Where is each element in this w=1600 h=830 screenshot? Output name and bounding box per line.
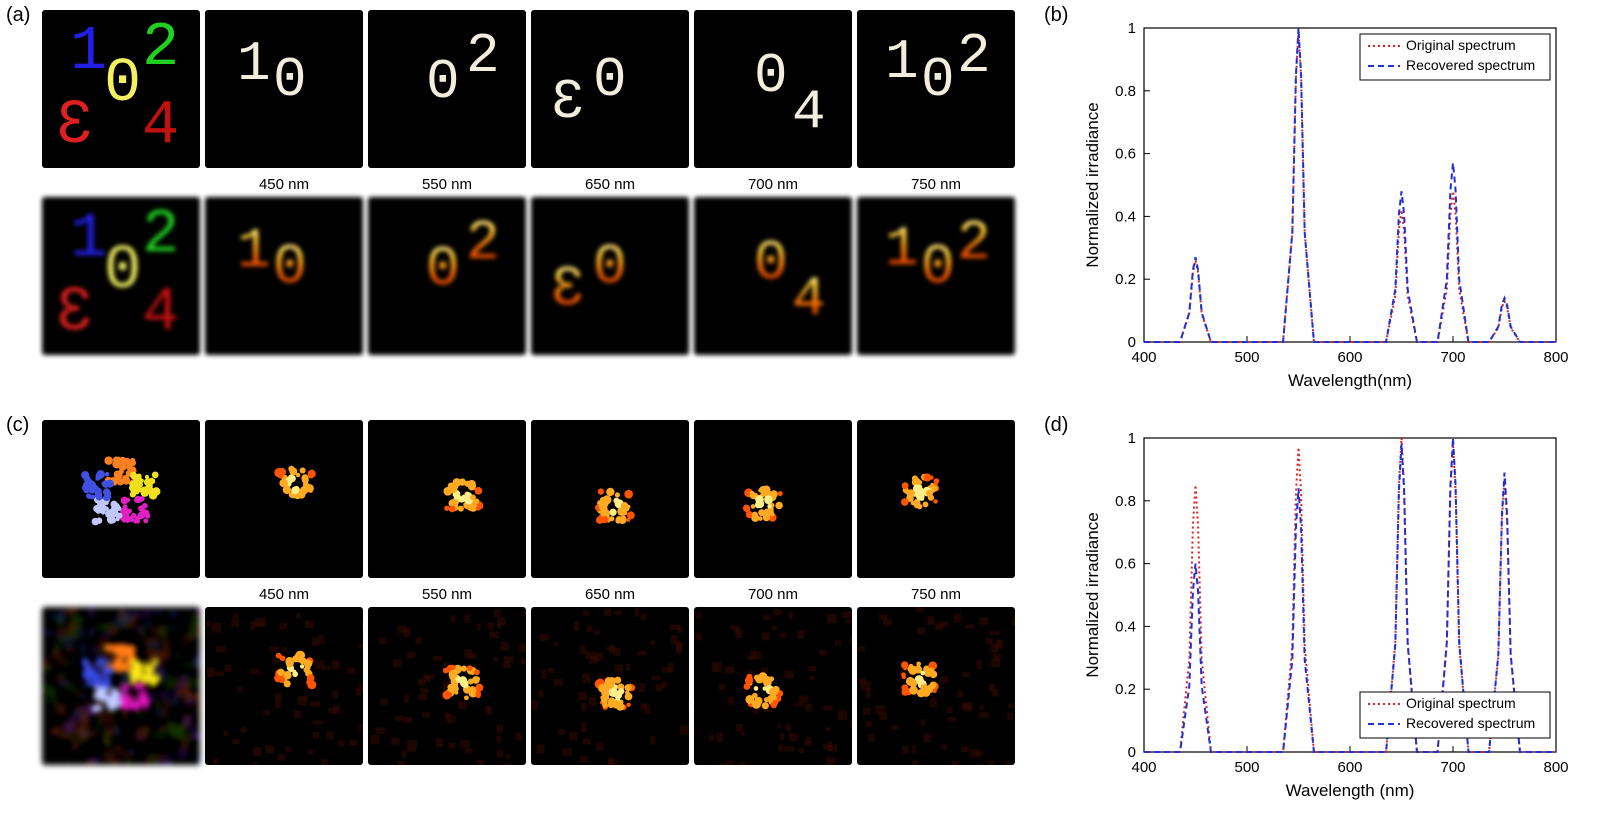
svg-text:500: 500 [1234,349,1259,366]
spectral-slice: 10 [205,10,363,168]
panel-b: 400 500 600 700 800 0 0.2 0.4 0.6 0.8 1 Wavelength(… [1080,14,1570,394]
panel-c-slices-recovered [205,607,1015,765]
composite-cluster-recovered [42,607,200,765]
panel-label-c: (c) [6,414,29,437]
panel-a-row-recovered: 12034 10023004102 [42,197,1015,355]
figure-root: (a) 12034 10023004102 450 nm550 nm650 nm… [0,0,1600,830]
panel-label-d: (d) [1044,414,1068,437]
wavelength-label: 650 nm [531,586,689,603]
panel-c-row-recovered [42,607,1015,765]
svg-text:600: 600 [1337,759,1362,776]
panel-c: 450 nm 550 nm 650 nm 700 nm 750 nm [42,420,1015,765]
svg-text:0: 0 [1128,744,1136,761]
panel-c-grid: 450 nm 550 nm 650 nm 700 nm 750 nm [42,420,1015,765]
spectral-slice: 02 [368,197,526,355]
panel-label-b: (b) [1044,4,1068,27]
panel-d: 400 500 600 700 800 0 0.2 0.4 0.6 0.8 1 Wavelength … [1080,424,1570,804]
spectral-slice [531,420,689,578]
composite-image-original: 12034 [42,10,200,168]
svg-text:1: 1 [1128,20,1136,37]
digit-1: 1 [70,203,107,274]
svg-text:0.4: 0.4 [1115,208,1136,225]
svg-text:1: 1 [1128,430,1136,447]
svg-text:Recovered spectrum: Recovered spectrum [1406,57,1535,73]
panel-a-grid: 12034 10023004102 450 nm550 nm650 nm700 … [42,10,1015,355]
svg-text:Original spectrum: Original spectrum [1406,695,1516,711]
svg-text:500: 500 [1234,759,1259,776]
spectral-slice: 30 [531,10,689,168]
svg-text:700: 700 [1440,349,1465,366]
spectral-slice: 30 [531,197,689,355]
svg-text:0.6: 0.6 [1115,146,1136,163]
wavelength-label: 550 nm [368,176,526,193]
digit-2: 2 [142,199,179,270]
spectral-slice: 04 [694,10,852,168]
spectral-slice [205,607,363,765]
digit-3: 3 [56,90,93,161]
digit-0: 0 [104,48,141,119]
panel-a-row-original: 12034 10023004102 [42,10,1015,168]
spectral-slice [694,420,852,578]
svg-text:Recovered spectrum: Recovered spectrum [1406,715,1535,731]
panel-a-slices-original: 10023004102 [205,10,1015,168]
wavelength-label: 650 nm [531,176,689,193]
svg-text:Normalized irradiance: Normalized irradiance [1083,102,1102,267]
spectral-slice: 02 [368,10,526,168]
wavelength-labels-a: 450 nm 550 nm 650 nm 700 nm 750 nm [42,176,1015,193]
composite-cluster-original [42,420,200,578]
wavelength-label: 750 nm [857,176,1015,193]
svg-text:700: 700 [1440,759,1465,776]
wavelength-label: 450 nm [205,586,363,603]
wavelength-label: 550 nm [368,586,526,603]
wavelength-label: 700 nm [694,586,852,603]
digit-2: 2 [142,12,179,83]
svg-text:600: 600 [1337,349,1362,366]
svg-text:Original spectrum: Original spectrum [1406,37,1516,53]
wavelength-label: 700 nm [694,176,852,193]
svg-text:400: 400 [1131,349,1156,366]
digit-0: 0 [104,235,141,306]
svg-text:0.2: 0.2 [1115,271,1136,288]
spectral-slice [857,420,1015,578]
svg-text:0.8: 0.8 [1115,493,1136,510]
chart-d: 400 500 600 700 800 0 0.2 0.4 0.6 0.8 1 Wavelength … [1080,424,1570,804]
spectral-slice: 102 [857,10,1015,168]
svg-text:Normalized irradiance: Normalized irradiance [1083,512,1102,677]
panel-c-slices-original [205,420,1015,578]
spectral-slice [857,607,1015,765]
panel-a: 12034 10023004102 450 nm550 nm650 nm700 … [42,10,1015,355]
svg-text:800: 800 [1543,759,1568,776]
svg-text:0.2: 0.2 [1115,681,1136,698]
svg-text:Wavelength (nm): Wavelength (nm) [1286,781,1415,800]
svg-text:800: 800 [1543,349,1568,366]
spectral-slice [368,607,526,765]
digit-3: 3 [56,277,93,348]
spectral-slice [205,420,363,578]
digit-1: 1 [70,16,107,87]
svg-text:400: 400 [1131,759,1156,776]
panel-a-slices-recovered: 10023004102 [205,197,1015,355]
panel-label-a: (a) [6,4,30,27]
wavelength-label: 450 nm [205,176,363,193]
svg-text:0.6: 0.6 [1115,556,1136,573]
chart-d-container: 400 500 600 700 800 0 0.2 0.4 0.6 0.8 1 Wavelength … [1080,424,1570,804]
spectral-slice: 10 [205,197,363,355]
spectral-slice [694,607,852,765]
wavelength-labels-c: 450 nm 550 nm 650 nm 700 nm 750 nm [42,586,1015,603]
svg-text:0.4: 0.4 [1115,618,1136,635]
panel-c-row-original [42,420,1015,578]
composite-image-recovered: 12034 [42,197,200,355]
digit-4: 4 [142,277,179,348]
chart-b: 400 500 600 700 800 0 0.2 0.4 0.6 0.8 1 Wavelength(… [1080,14,1570,394]
spectral-slice [368,420,526,578]
spectral-slice [531,607,689,765]
svg-text:0.8: 0.8 [1115,83,1136,100]
spectral-slice: 102 [857,197,1015,355]
wavelength-label: 750 nm [857,586,1015,603]
digit-4: 4 [142,90,179,161]
svg-text:0: 0 [1128,334,1136,351]
svg-text:Wavelength(nm): Wavelength(nm) [1288,371,1412,390]
chart-b-container: 400 500 600 700 800 0 0.2 0.4 0.6 0.8 1 Wavelength(… [1080,14,1570,394]
spectral-slice: 04 [694,197,852,355]
